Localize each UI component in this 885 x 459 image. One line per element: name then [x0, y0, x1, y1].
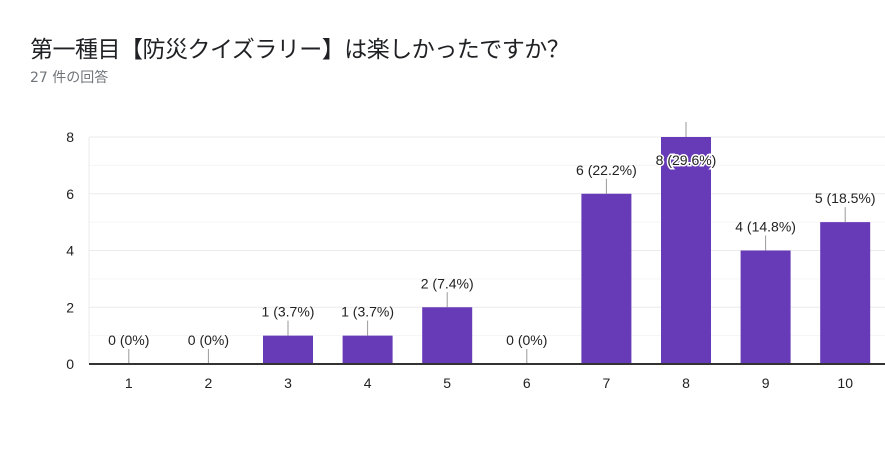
- chart-title: 第一種目【防災クイズラリー】は楽しかったですか？: [30, 37, 570, 63]
- y-tick-label: 8: [66, 129, 74, 145]
- response-count: 27 件の回答: [30, 70, 109, 86]
- bar: [422, 307, 473, 364]
- y-tick-label: 4: [66, 243, 74, 259]
- x-tick-label: 2: [205, 375, 213, 391]
- data-label: 2 (7.4%): [421, 275, 474, 291]
- data-label: 6 (22.2%): [576, 162, 637, 178]
- x-tick-label: 3: [284, 375, 292, 391]
- x-tick-label: 10: [837, 375, 853, 391]
- y-tick-label: 0: [66, 356, 74, 372]
- x-tick-label: 8: [682, 375, 690, 391]
- data-label: 1 (3.7%): [341, 304, 394, 320]
- bar: [581, 193, 632, 364]
- data-label: 4 (14.8%): [735, 219, 796, 235]
- y-tick-label: 2: [66, 299, 74, 315]
- bar: [342, 335, 393, 364]
- data-label: 8 (29.6%): [656, 152, 717, 168]
- x-tick-label: 4: [364, 375, 372, 391]
- bar: [263, 335, 313, 364]
- data-label: 1 (3.7%): [262, 304, 315, 320]
- x-tick-label: 9: [762, 375, 770, 391]
- bar: [820, 222, 871, 364]
- x-tick-label: 7: [603, 375, 611, 391]
- x-tick-label: 5: [443, 375, 451, 391]
- data-label: 5 (18.5%): [815, 190, 876, 206]
- x-tick-label: 6: [523, 375, 531, 391]
- bar: [740, 250, 791, 364]
- y-tick-label: 6: [66, 186, 74, 202]
- data-label: 0 (0%): [506, 332, 547, 348]
- data-label: 0 (0%): [188, 332, 229, 348]
- x-tick-label: 1: [125, 375, 133, 391]
- data-label: 0 (0%): [108, 332, 149, 348]
- bar: [661, 137, 711, 364]
